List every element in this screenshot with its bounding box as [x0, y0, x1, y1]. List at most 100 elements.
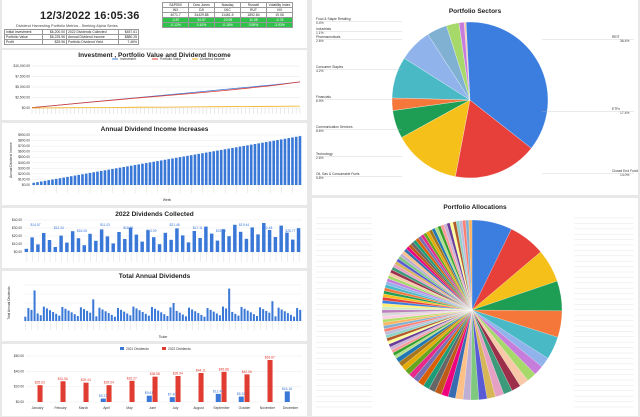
bar	[52, 312, 55, 321]
bar	[70, 231, 75, 252]
x-tick-label: September	[213, 406, 230, 410]
bar	[137, 164, 141, 185]
bar	[181, 314, 184, 321]
y-tick-label: $100.00	[18, 177, 30, 181]
bar	[88, 172, 92, 185]
bar	[246, 145, 249, 185]
bar-1	[37, 385, 43, 402]
bar	[276, 140, 279, 185]
bar	[73, 175, 77, 185]
data-label: $5.23	[99, 394, 107, 398]
bar	[200, 314, 203, 321]
bar	[30, 309, 33, 321]
x-tick-label: Febuary	[54, 406, 66, 410]
bar	[129, 165, 133, 185]
bar-1	[267, 360, 273, 402]
bar-0	[284, 391, 290, 402]
bar	[223, 149, 227, 185]
bar	[123, 311, 126, 321]
bar	[132, 306, 135, 321]
legend-swatch	[162, 347, 166, 350]
bar	[289, 314, 292, 321]
y-tick-label: $40.00	[12, 218, 22, 222]
bar	[264, 142, 268, 185]
chart-title: 2022 Dividends Collected	[115, 211, 194, 218]
bar	[27, 308, 30, 321]
bar	[221, 306, 224, 321]
bar	[186, 155, 189, 185]
bar	[84, 173, 88, 185]
bar	[30, 237, 34, 252]
x-tick-label: November	[260, 406, 276, 410]
bar	[272, 140, 276, 185]
bar	[271, 301, 274, 321]
bar	[285, 232, 289, 252]
data-label: $12.34	[54, 226, 64, 230]
bar-1	[83, 382, 89, 402]
bar	[203, 316, 206, 321]
bar-1	[175, 376, 181, 402]
sector-label: Technology	[316, 152, 333, 156]
data-label: $9.61	[145, 391, 153, 395]
bar	[160, 312, 163, 321]
y-tick-label: $7,500.00	[15, 75, 30, 79]
series-line-1	[31, 81, 301, 108]
data-label: $25.63	[35, 381, 45, 385]
bar	[186, 242, 191, 252]
bar	[134, 234, 139, 252]
bar	[212, 151, 216, 185]
bar	[105, 236, 110, 252]
data-label: $17.11	[193, 226, 203, 230]
bar	[154, 308, 157, 321]
bar	[189, 155, 193, 185]
bar	[123, 239, 127, 252]
bar	[237, 315, 240, 321]
total-chart-svg: Total Annual Dividends Ticker	[7, 284, 302, 339]
bar	[138, 310, 141, 321]
bar	[184, 316, 187, 321]
bar	[24, 248, 29, 252]
collected-chart-svg: $40.00 $30.00 $20.00 $10.00 $0.00 $14.57 $12.3…	[12, 218, 302, 262]
bar	[265, 310, 268, 321]
data-label: $14.57	[31, 223, 41, 227]
bar	[62, 177, 66, 185]
x-tick-label: June	[149, 406, 156, 410]
bar	[227, 236, 231, 252]
bar	[98, 307, 101, 321]
bar-1	[129, 380, 135, 402]
bar	[279, 225, 283, 252]
chart-title: Annual Dividend Income Increases	[100, 126, 209, 133]
sector-label: Food & Staple Retailing	[316, 17, 351, 21]
x-axis-label: Week	[163, 198, 172, 202]
bar	[287, 138, 291, 185]
bar	[256, 234, 260, 252]
bar	[147, 315, 150, 321]
sector-pct: 2.6%	[316, 39, 324, 43]
chart-title: Investment , Portfolio Value and Dividen…	[78, 52, 231, 59]
y-tick-label: $900.00	[18, 133, 30, 137]
sector-pct: 36.4%	[620, 39, 629, 43]
bar	[238, 146, 242, 185]
bar	[243, 308, 246, 321]
bar	[111, 243, 115, 252]
bar	[277, 307, 280, 321]
bar	[244, 238, 249, 252]
bar	[99, 170, 103, 185]
data-label: $42.06	[242, 370, 252, 374]
y-tick-label: $20.00	[12, 234, 22, 238]
chart-title: Portfolio Sectors	[448, 8, 502, 15]
sector-pct: 8.6%	[316, 129, 324, 133]
sector-label: Communication Services	[316, 125, 353, 129]
bar	[118, 167, 122, 185]
x-tick-label: March	[79, 406, 88, 410]
bar	[157, 310, 160, 321]
y-tick-label: $20.00	[14, 385, 24, 389]
bar	[43, 180, 47, 185]
data-label: $44.11	[196, 369, 206, 373]
sector-pct: 1.1%	[316, 31, 324, 35]
data-label: $7.40	[168, 393, 176, 397]
bar	[192, 231, 197, 252]
data-label: $28.77	[285, 229, 295, 233]
y-tick-label: $10,000.00	[13, 64, 30, 68]
